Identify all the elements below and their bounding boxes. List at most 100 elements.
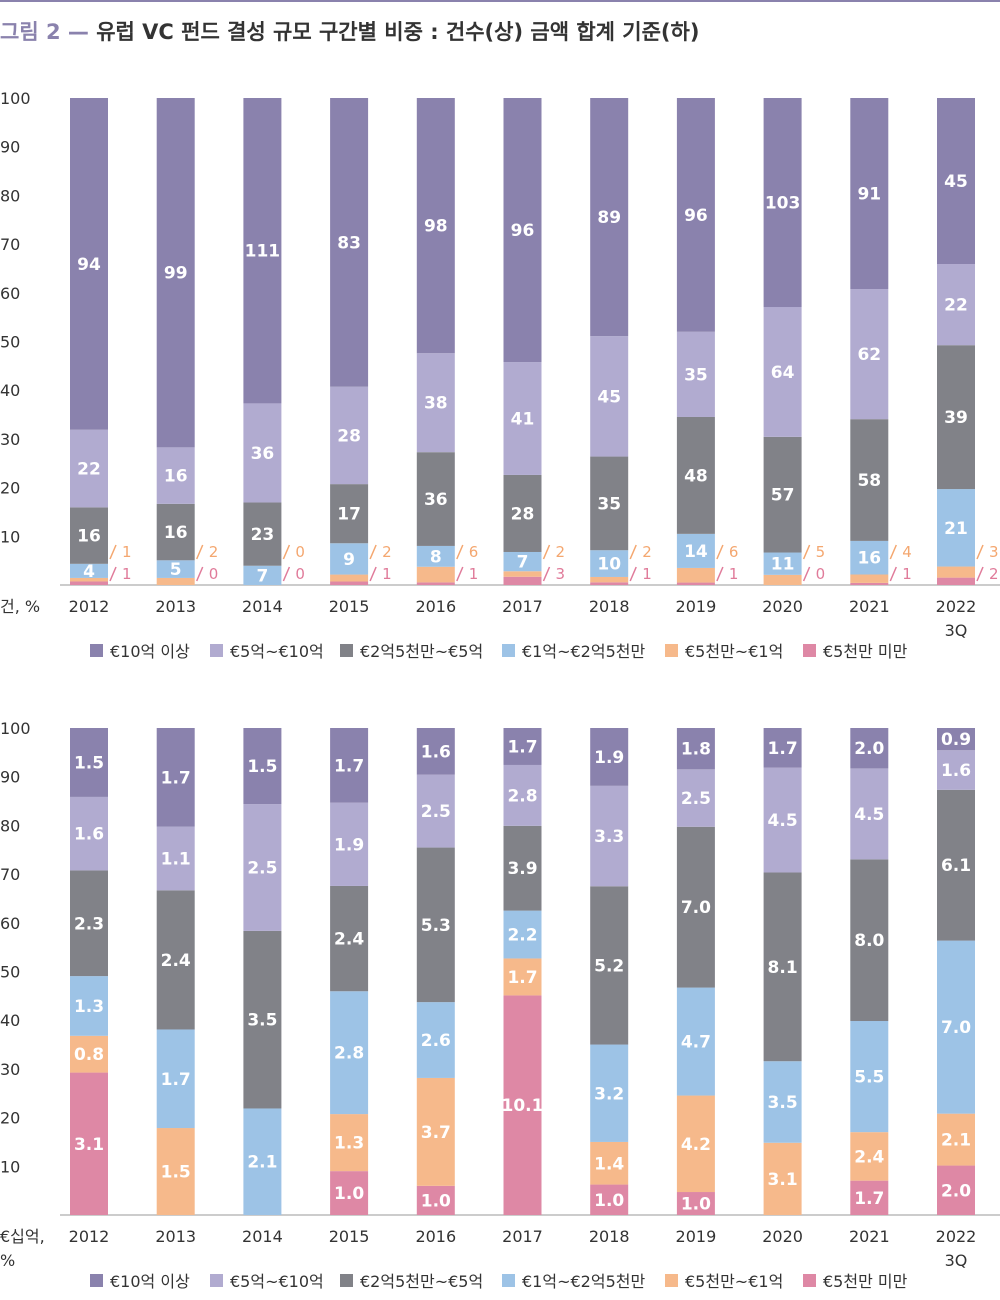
bar-group-2014: 7 23 36 111 0 0 2014 bbox=[242, 98, 305, 616]
data-label: 35 bbox=[597, 494, 621, 514]
bar-segment-eur5천만-to-eur1억 bbox=[156, 1128, 195, 1215]
bar-segment-eur10억-이상 bbox=[156, 98, 195, 448]
y-axis-1: 10 20 30 40 50 60 70 80 90 100 bbox=[0, 89, 31, 546]
data-label: 62 bbox=[857, 345, 881, 365]
label-leader-line bbox=[629, 544, 637, 560]
x-tick-label: 2022 3Q bbox=[936, 597, 977, 640]
legend-label: €5천만 미만 bbox=[823, 642, 908, 661]
legend-label: €2억5천만~€5억 bbox=[360, 642, 483, 661]
bar-segment-eur1억-to-eur2억5천만 bbox=[330, 543, 369, 575]
bar-group-2018: 1.0 1.4 3.2 5.2 3.3 1.9 2018 bbox=[589, 728, 630, 1246]
bar-segment-eur5억-to-eur10억 bbox=[416, 353, 455, 453]
bar-segment-eur2억5천만-to-eur5억 bbox=[850, 859, 889, 1022]
label-leader-line bbox=[196, 566, 204, 582]
bar-segment-eur5천만-to-eur1억 bbox=[590, 576, 629, 583]
bar-segment-eur5천만-미만 bbox=[330, 1171, 369, 1215]
data-label: 1.5 bbox=[74, 753, 104, 773]
data-label-small: 0 bbox=[295, 543, 305, 561]
bar-segment-eur10억-이상 bbox=[70, 728, 108, 797]
bar-segment-eur2억5천만-to-eur5억 bbox=[503, 825, 542, 911]
data-label: 3.3 bbox=[594, 827, 624, 847]
label-leader-line bbox=[196, 544, 204, 560]
data-label: 1.7 bbox=[334, 756, 364, 776]
data-label-small: 1 bbox=[642, 565, 652, 583]
label-leader-line bbox=[976, 566, 984, 582]
bar-segment-eur5천만-미만 bbox=[70, 581, 108, 585]
legend-label: €1억~€2억5천만 bbox=[522, 642, 645, 661]
data-label: 28 bbox=[511, 504, 535, 524]
bar-segment-eur5천만-to-eur1억 bbox=[850, 1132, 889, 1181]
bar-segment-eur5천만-to-eur1억 bbox=[416, 1077, 455, 1186]
data-label: 98 bbox=[424, 217, 448, 237]
bar-group-2018: 10 35 45 89 1 2 2018 bbox=[589, 98, 652, 616]
y-tick-label: 20 bbox=[0, 1109, 20, 1128]
data-label: 99 bbox=[164, 264, 188, 284]
data-label: 1.0 bbox=[594, 1191, 624, 1211]
x-tick-label: 2013 bbox=[155, 597, 196, 616]
figure-title-text: 유럽 VC 펀드 결성 규모 구간별 비중 : 건수(상) 금액 합계 기준(하… bbox=[96, 20, 700, 44]
data-label-small: 2 bbox=[556, 543, 566, 561]
data-label: 35 bbox=[684, 365, 708, 385]
data-label: 1.0 bbox=[334, 1184, 364, 1204]
legend-swatch bbox=[803, 644, 816, 657]
bar-segment-eur5억-to-eur10억 bbox=[590, 785, 629, 887]
data-label: 1.7 bbox=[507, 968, 537, 988]
data-label: 7 bbox=[256, 566, 268, 586]
bar-segment-eur5억-to-eur10억 bbox=[243, 403, 282, 503]
bar-segment-eur5천만-to-eur1억 bbox=[70, 1035, 108, 1073]
data-label: 7.0 bbox=[941, 1018, 971, 1038]
bar-segment-eur5천만-to-eur1억 bbox=[70, 577, 108, 582]
data-label: 1.1 bbox=[161, 849, 191, 869]
data-label: 36 bbox=[424, 490, 448, 510]
legend-label: €5억~€10억 bbox=[230, 642, 324, 661]
y-tick-label: 90 bbox=[0, 768, 20, 787]
bar-segment-eur5억-to-eur10억 bbox=[590, 336, 629, 457]
data-label: 8.1 bbox=[768, 958, 798, 978]
data-label: 4.5 bbox=[768, 811, 798, 831]
bar-group-2015: 1.0 1.3 2.8 2.4 1.9 1.7 2015 bbox=[329, 728, 369, 1246]
y-tick-label: 60 bbox=[0, 284, 20, 303]
bar-segment-eur10억-이상 bbox=[503, 98, 542, 363]
bar-segment-eur10억-이상 bbox=[850, 728, 889, 769]
label-leader-line bbox=[976, 544, 984, 560]
data-label: 1.5 bbox=[161, 1163, 191, 1183]
bar-segment-eur5천만-to-eur1억 bbox=[676, 1095, 715, 1193]
data-label: 1.0 bbox=[681, 1195, 711, 1215]
y-tick-label: 80 bbox=[0, 186, 20, 205]
data-label: 1.3 bbox=[334, 1134, 364, 1154]
data-label: 2.8 bbox=[334, 1044, 364, 1064]
data-label: 45 bbox=[944, 172, 968, 192]
data-label: 3.9 bbox=[507, 859, 537, 879]
data-label: 7 bbox=[517, 553, 529, 573]
bar-group-2017: 10.1 1.7 2.2 3.9 2.8 1.7 2017 bbox=[502, 728, 544, 1246]
bar-group-2013: 5 16 16 99 0 2 2013 bbox=[155, 98, 218, 616]
data-label: 0.9 bbox=[941, 730, 971, 750]
label-leader-line bbox=[716, 544, 724, 560]
legend-swatch bbox=[90, 1274, 103, 1287]
bar-segment-eur1억-to-eur2억5천만 bbox=[503, 910, 542, 959]
bar-segment-eur2억5천만-to-eur5억 bbox=[156, 503, 195, 561]
data-label-small: 1 bbox=[902, 565, 912, 583]
data-label: 2.5 bbox=[247, 859, 277, 879]
data-label: 16 bbox=[164, 467, 188, 487]
data-label: 10.1 bbox=[502, 1096, 544, 1116]
y-tick-label: 70 bbox=[0, 235, 20, 254]
x-tick-label: 2012 bbox=[69, 1227, 110, 1246]
bar-segment-eur5억-to-eur10억 bbox=[70, 796, 108, 871]
data-label: 96 bbox=[511, 221, 535, 241]
bar-segment-eur5억-to-eur10억 bbox=[676, 331, 715, 417]
data-label-small: 1 bbox=[122, 543, 132, 561]
data-label: 14 bbox=[684, 542, 708, 562]
data-label-small: 1 bbox=[122, 565, 132, 583]
data-label: 2.2 bbox=[507, 926, 537, 946]
data-label: 111 bbox=[245, 242, 281, 262]
bar-segment-eur5천만-미만 bbox=[937, 577, 975, 585]
x-tick-label: 2013 bbox=[155, 1227, 196, 1246]
x-tick-label: 2022 3Q bbox=[936, 1227, 977, 1270]
bar-group-2014: 2.1 3.5 2.5 1.5 2014 bbox=[242, 728, 283, 1246]
data-label: 1.5 bbox=[247, 757, 277, 777]
y-tick-label: 10 bbox=[0, 527, 20, 546]
data-label: 1.7 bbox=[161, 768, 191, 788]
bar-group-2013: 1.5 1.7 2.4 1.1 1.7 2013 bbox=[155, 728, 196, 1246]
bar-segment-eur1억-to-eur2억5천만 bbox=[763, 552, 802, 575]
